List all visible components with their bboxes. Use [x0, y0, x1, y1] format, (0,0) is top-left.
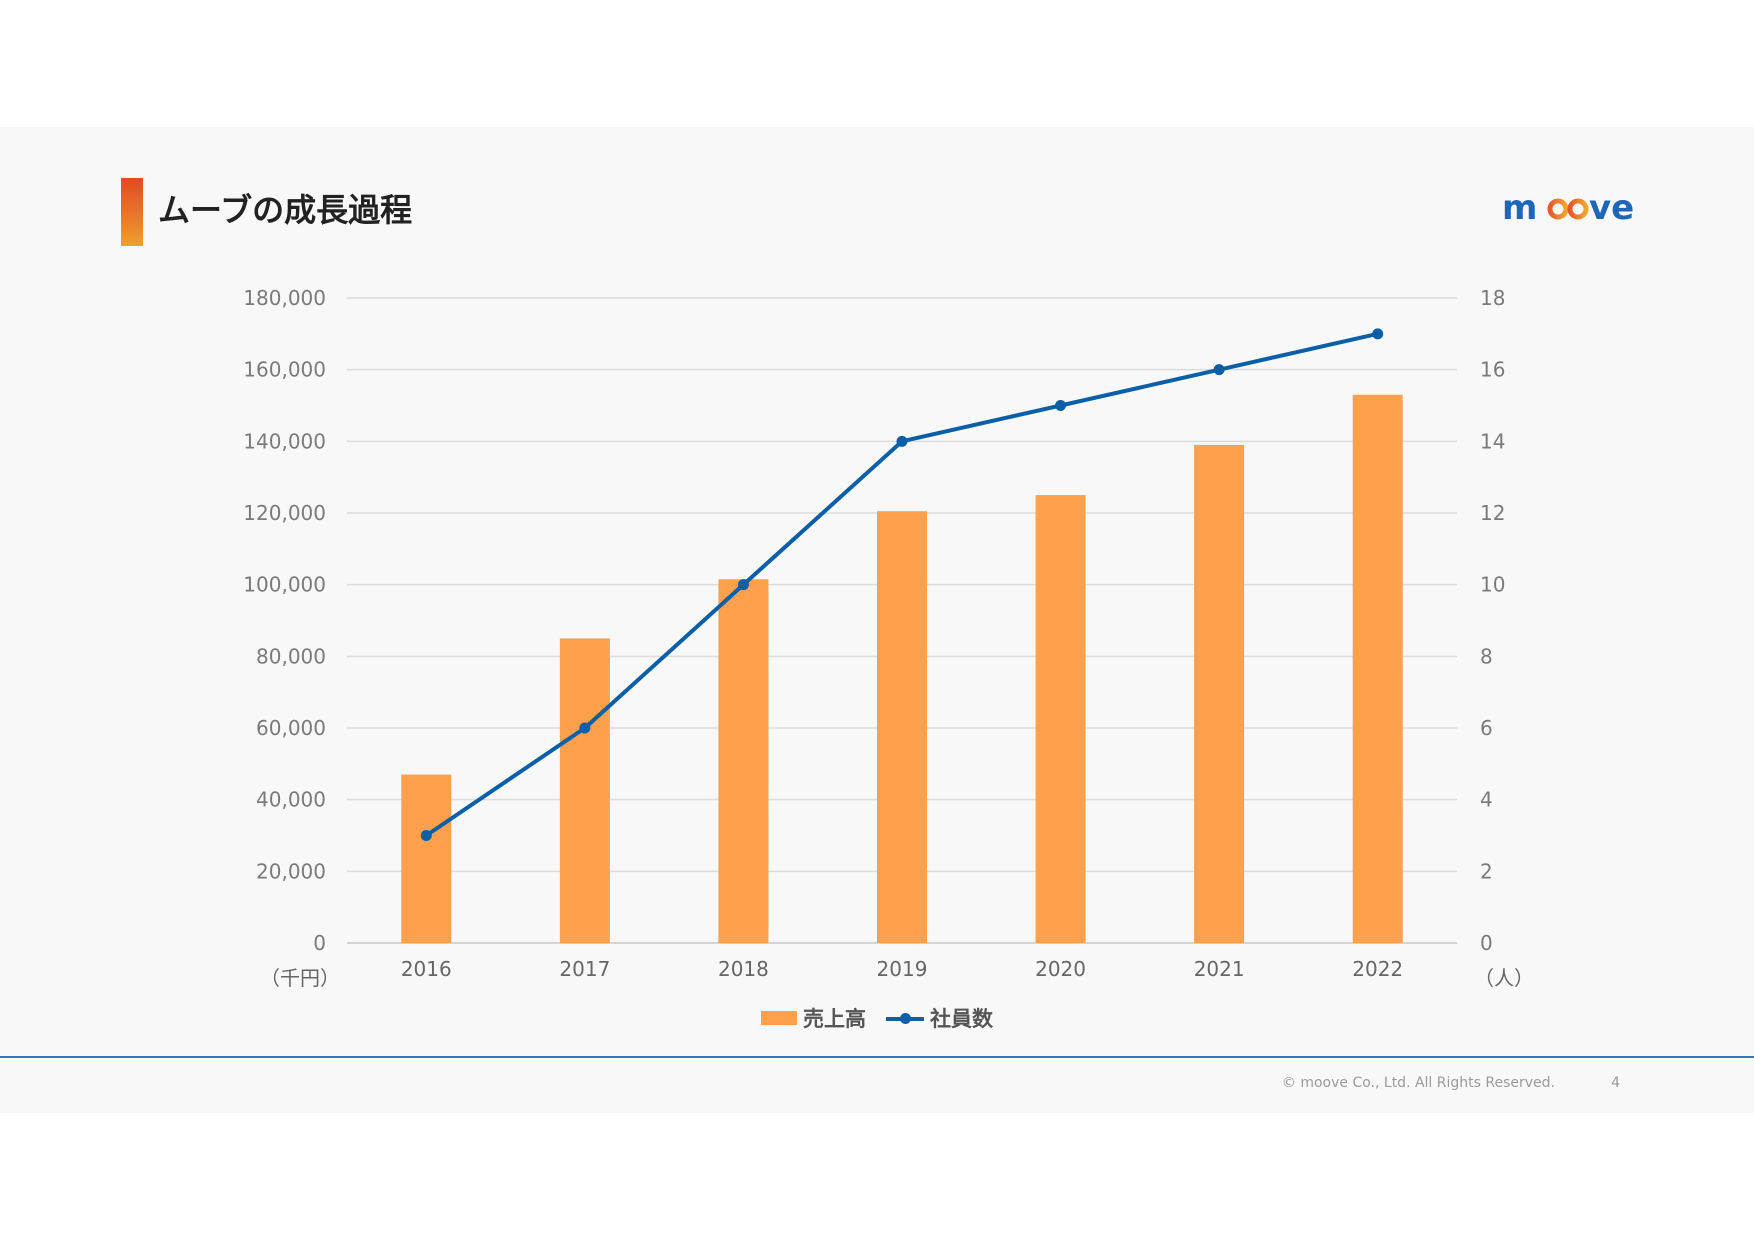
y-left-tick-label: 140,000	[243, 429, 326, 453]
x-tick-label: 2017	[559, 957, 610, 981]
svg-text:m: m	[1502, 189, 1537, 227]
x-tick-label: 2018	[718, 957, 769, 981]
x-tick-label: 2020	[1035, 957, 1086, 981]
point-employees	[1055, 400, 1067, 411]
bar-sales	[401, 774, 452, 943]
y-right-tick-label: 12	[1480, 501, 1505, 525]
y-left-tick-label: 160,000	[243, 358, 326, 382]
y-left-tick-label: 0	[313, 931, 326, 955]
bar-sales	[1352, 394, 1403, 943]
bar-sales	[1035, 495, 1086, 943]
y-right-tick-label: 6	[1480, 716, 1493, 740]
x-tick-label: 2021	[1194, 957, 1245, 981]
y-left-tick-label: 180,000	[243, 286, 326, 310]
footer-copyright: © moove Co., Ltd. All Rights Reserved.	[1281, 1075, 1555, 1091]
legend-item-employees: 社員数	[886, 1003, 993, 1033]
moove-logo: m ve	[1502, 189, 1634, 227]
point-employees	[737, 579, 749, 591]
y-right-tick-label: 10	[1480, 573, 1505, 597]
point-employees	[1213, 364, 1225, 376]
y-right-tick-label: 0	[1480, 931, 1493, 955]
x-tick-label: 2022	[1352, 957, 1403, 981]
y-left-tick-label: 60,000	[256, 716, 326, 740]
page-number: 4	[1611, 1075, 1620, 1091]
chart-legend: 売上高 社員数	[0, 1003, 1754, 1033]
y-left-tick-label: 40,000	[256, 788, 326, 812]
y-right-tick-label: 2	[1480, 859, 1493, 883]
bar-sales	[718, 579, 769, 943]
legend-label-sales: 売上高	[803, 1007, 866, 1031]
y-right-unit-label: （人）	[1474, 966, 1534, 990]
svg-text:ve: ve	[1589, 189, 1634, 227]
legend-item-sales: 売上高	[761, 1003, 866, 1033]
point-employees	[896, 435, 908, 447]
y-left-tick-label: 20,000	[256, 859, 326, 883]
page-title: ムーブの成長過程	[158, 191, 413, 229]
y-left-unit-label: （千円）	[260, 966, 340, 990]
y-right-tick-label: 4	[1480, 788, 1493, 812]
y-left-tick-label: 120,000	[243, 501, 326, 525]
x-tick-label: 2019	[877, 957, 928, 981]
y-right-tick-label: 16	[1480, 358, 1505, 382]
y-left-tick-label: 80,000	[256, 644, 326, 668]
point-employees	[420, 830, 432, 841]
legend-swatch-bar	[761, 1011, 797, 1025]
point-employees	[579, 722, 591, 734]
y-right-tick-label: 8	[1480, 644, 1493, 668]
legend-swatch-line	[886, 1011, 924, 1025]
y-left-tick-label: 100,000	[243, 573, 326, 597]
slide: ムーブの成長過程 m ve 0 0 20,000 2 40,000 4 60,000 6 80,…	[0, 127, 1754, 1113]
footer-divider	[0, 1056, 1754, 1058]
title-accent-bar	[121, 178, 143, 246]
bar-sales	[559, 638, 610, 943]
bar-sales	[1194, 444, 1245, 943]
x-tick-label: 2016	[401, 957, 452, 981]
point-employees	[1372, 328, 1384, 340]
growth-chart: 0 0 20,000 2 40,000 4 60,000 6 80,000 8 100,000 10 1…	[243, 286, 1534, 990]
legend-label-employees: 社員数	[930, 1007, 993, 1031]
y-right-tick-label: 18	[1480, 286, 1505, 310]
bar-sales	[877, 511, 927, 943]
y-right-tick-label: 14	[1480, 429, 1505, 453]
